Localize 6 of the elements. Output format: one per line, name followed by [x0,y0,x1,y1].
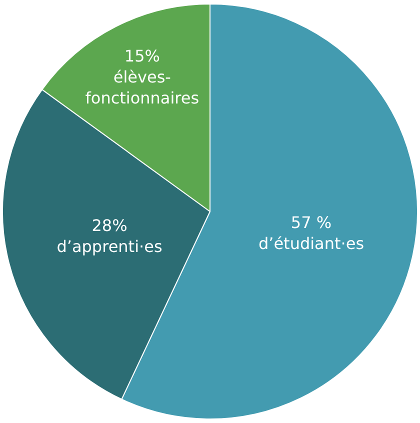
slice-label: élèves-fonctionnaires [85,68,200,108]
slice-label: d’apprenti·es [56,236,162,256]
data-label: 28% [92,216,128,235]
slice-label: d’étudiant·es [258,234,364,253]
data-label: 15% [124,46,160,66]
data-label: 57 % [290,212,332,232]
